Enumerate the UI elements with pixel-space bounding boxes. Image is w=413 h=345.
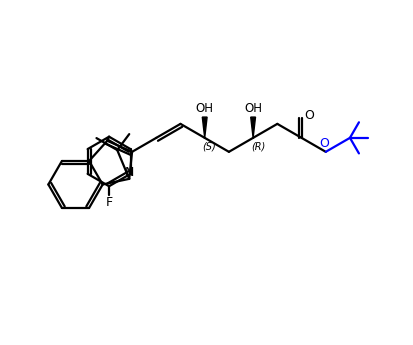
- Text: OH: OH: [196, 102, 214, 115]
- Text: O: O: [304, 109, 313, 122]
- Text: (S): (S): [203, 142, 216, 152]
- Text: N: N: [125, 166, 134, 179]
- Text: (R): (R): [251, 142, 265, 152]
- Text: F: F: [105, 196, 113, 209]
- Polygon shape: [251, 117, 256, 138]
- Polygon shape: [202, 117, 207, 138]
- Text: OH: OH: [244, 102, 262, 115]
- Text: O: O: [319, 137, 329, 149]
